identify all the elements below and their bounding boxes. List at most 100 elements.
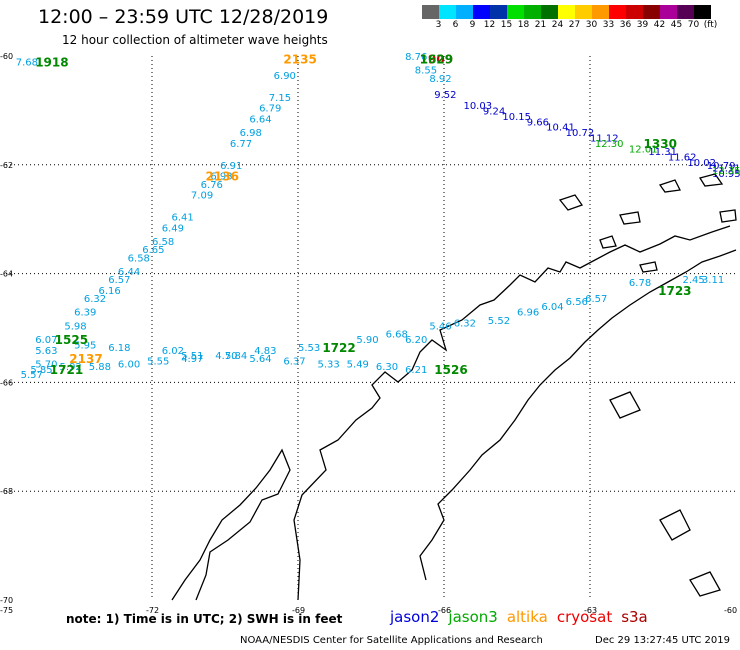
wave-height-label: 6.16 (98, 286, 120, 297)
wave-height-label: 5.98 (64, 321, 86, 332)
legend-swatch (473, 5, 490, 19)
wave-height-label: 6.96 (517, 308, 539, 319)
wave-height-label: 6.07 (35, 335, 57, 346)
wave-height-label: 5.49 (347, 359, 369, 370)
satellite-legend: jason2 jason3 altika cryosat s3a (390, 608, 657, 626)
lat-tick-label: -70 (0, 596, 13, 605)
wave-height-label: 8.76 (405, 52, 427, 63)
wave-height-label: 6.78 (629, 278, 651, 289)
pass-time-label: 1525 (55, 333, 88, 347)
lon-tick-label: -66 (438, 606, 451, 615)
legend-swatch (541, 5, 558, 19)
wave-height-label: 7.68 (16, 57, 38, 68)
wave-height-label: 5.33 (317, 359, 339, 370)
pass-time-label: 1629 (420, 53, 453, 67)
pass-time-label: 1330 (644, 137, 677, 151)
wave-height-label: 5.57 (21, 370, 43, 381)
legend-label: 24 (551, 20, 564, 30)
wave-height-label: 6.98 (240, 128, 262, 139)
wave-height-label: 6.44 (118, 267, 140, 278)
coastline-alexander-island (171, 448, 291, 601)
wave-height-label: 5.70 (35, 359, 57, 370)
wave-height-label: 5.90 (356, 335, 378, 346)
lon-tick-label: -63 (584, 606, 597, 615)
wave-height-label: 10.15 (502, 112, 531, 123)
wave-height-label: 12.30 (595, 139, 624, 150)
legend-label: (ft) (703, 20, 718, 30)
satellite-jason2: jason2 (390, 608, 440, 626)
wave-height-label: 8.92 (429, 74, 451, 85)
wave-height-label: 6.79 (259, 104, 281, 115)
legend-swatch (439, 5, 456, 19)
wave-height-label: 12.35 (712, 166, 740, 177)
wave-height-label: 6.41 (171, 212, 193, 223)
wave-height-label: 11.62 (668, 153, 697, 164)
wave-height-label: 5.85 (30, 365, 52, 376)
wave-height-label: 10.95 (712, 169, 740, 180)
wave-height-label: 10.02 (687, 158, 716, 169)
wave-height-label: 7.09 (191, 191, 213, 202)
wave-height-label: 6.21 (405, 365, 427, 376)
wave-height-label: 5.46 (429, 321, 451, 332)
wave-height-label: 6.64 (249, 115, 271, 126)
pass-time-label: 2135 (283, 53, 316, 67)
track-s3a_2: 5.95 6.18 6.025.51 5.84 4.83 5.53 5.90 6.686.20… (74, 275, 724, 362)
legend-swatch (524, 5, 541, 19)
wave-height-label: 4.83 (254, 346, 276, 357)
wave-height-label: 6.56 (566, 297, 588, 308)
credit-text: NOAA/NESDIS Center for Satellite Applica… (240, 635, 543, 646)
wave-height-label: 5.52 (488, 316, 510, 327)
wave-height-label: 11.12 (590, 134, 619, 145)
wave-height-label: 3.11 (702, 275, 724, 286)
wave-height-label: 5.63 (35, 346, 57, 357)
wave-height-label: 5.84 (225, 351, 247, 362)
lon-tick-label: -72 (146, 606, 159, 615)
lon-tick-label: -69 (292, 606, 305, 615)
legend-swatch (609, 5, 626, 19)
wave-height-label: 6.04 (541, 302, 563, 313)
coastline (171, 173, 737, 601)
generated-timestamp: Dec 29 13:27:45 UTC 2019 (595, 635, 730, 646)
wave-height-label: 5.51 (181, 351, 203, 362)
legend-label: 18 (517, 20, 530, 30)
legend-label: 3 (435, 20, 442, 30)
legend-swatch (643, 5, 660, 19)
wave-height-label: 6.77 (230, 139, 252, 150)
track-s3a_3: 5.85 5.92 5.88 6.00 5.55 4.97 4.70 5.64 6.37 5.33… (30, 351, 427, 376)
legend-label: 27 (568, 20, 581, 30)
wave-height-label: 5.55 (147, 357, 169, 368)
wave-height-label: 6.58 (128, 253, 150, 264)
lat-tick-label: -66 (0, 378, 13, 387)
wave-height-label: 10.79 (707, 161, 736, 172)
lat-tick-label: -62 (0, 161, 13, 170)
wave-height-label: 6.91 (220, 161, 242, 172)
wave-height-label: 6.58 (152, 237, 174, 248)
wave-height-label: 9.24 (483, 106, 505, 117)
legend-label: 30 (585, 20, 598, 30)
wave-height-label: 6.68 (386, 329, 408, 340)
wave-height-label: 6.18 (108, 343, 130, 354)
track-jason3: 12.30 12.01 12.35 (595, 139, 740, 177)
legend-labels: 3 6 9 12 15 18 21 24 27 30 33 36 39 42 45 70 (ft) (422, 19, 718, 31)
pass-time-label: 1918 (35, 55, 68, 69)
wave-height-label: 6.20 (405, 335, 427, 346)
wave-height-label: 4.70 (215, 351, 237, 362)
wave-height-label: 6.90 (274, 71, 296, 82)
wave-height-label: 12.01 (629, 144, 658, 155)
pass-time-label: 1909 (420, 53, 453, 67)
pass-time-label: 1723 (658, 284, 691, 298)
wave-height-label: 6.00 (118, 359, 140, 370)
wave-height-label: 6.65 (142, 245, 164, 256)
legend-swatch (592, 5, 609, 19)
track-s3a_4: 7.68 8.76 8.558.92 6.78 2.45 (16, 52, 705, 289)
legend-label: 9 (469, 20, 476, 30)
legend-swatch (677, 5, 694, 19)
wave-height-label: 11.11 (712, 164, 740, 175)
legend-swatches (422, 5, 711, 19)
pass-time-label: 1721 (50, 363, 83, 377)
wave-height-legend: 3 6 9 12 15 18 21 24 27 30 33 36 39 42 45 70 (ft) (422, 5, 718, 31)
wave-height-label: 9.52 (434, 90, 456, 101)
wave-height-label: 11.31 (648, 147, 677, 158)
legend-label: 39 (636, 20, 649, 30)
legend-swatch (456, 5, 473, 19)
